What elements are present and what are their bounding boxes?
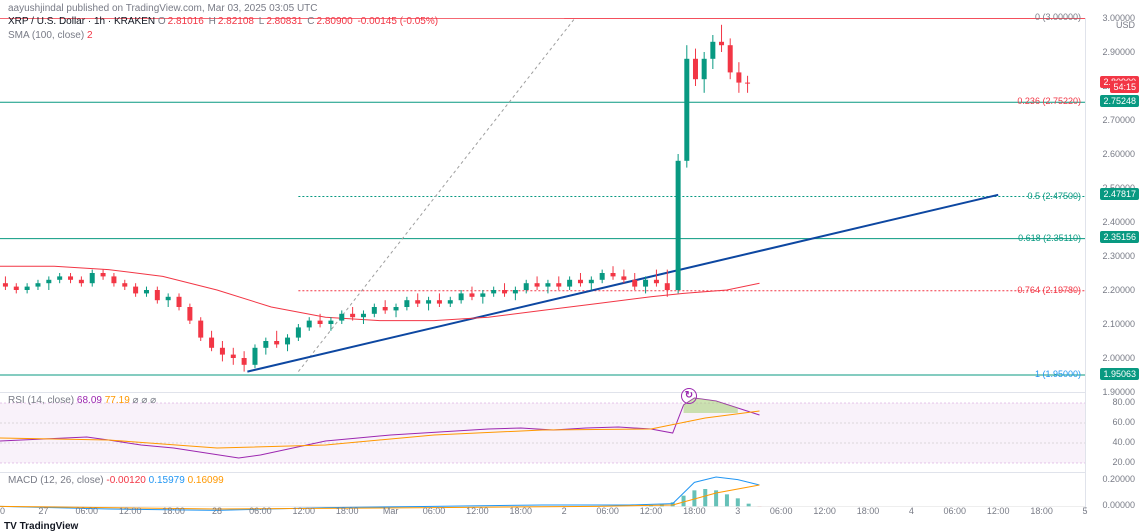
rsi-panel[interactable]: RSI (14, close) 68.09 77.19 ⌀ ⌀ ⌀ (0, 392, 1085, 472)
x-tick: 12:00 (119, 506, 142, 516)
main-price-chart[interactable] (0, 18, 1085, 392)
price-tag: 2.35156 (1100, 231, 1139, 243)
y-tick: 2.60000 (1102, 149, 1135, 159)
price-tag: 1.95063 (1100, 368, 1139, 380)
x-tick: 27 (38, 506, 48, 516)
fib-level-label: 0.5 (2.47500) (1027, 191, 1081, 201)
x-tick: 12:00 (987, 506, 1010, 516)
x-tick: 18:00 (336, 506, 359, 516)
x-tick: 06:00 (76, 506, 99, 516)
y-tick: 3.00000 (1102, 13, 1135, 23)
x-tick: 3 (735, 506, 740, 516)
rsi-y-tick: 20.00 (1112, 457, 1135, 467)
tradingview-logo[interactable]: TV TradingView (4, 521, 78, 532)
price-tag: 2.75248 (1100, 95, 1139, 107)
x-tick: 06:00 (423, 506, 446, 516)
y-tick: 2.00000 (1102, 353, 1135, 363)
rsi-y-tick: 40.00 (1112, 437, 1135, 447)
timestamp: Mar 03, 2025 03:05 UTC (207, 3, 317, 14)
publisher: aayushjindal (8, 3, 64, 14)
rsi-y-tick: 60.00 (1112, 417, 1135, 427)
x-tick: 06:00 (596, 506, 619, 516)
replay-icon[interactable]: ↻ (681, 388, 697, 404)
price-tag: 2.47817 (1100, 188, 1139, 200)
x-tick: 18:00 (162, 506, 185, 516)
x-tick: 18:00 (683, 506, 706, 516)
fib-level-label: 0 (3.00000) (1035, 12, 1081, 22)
chart-info-bar: XRP / U.S. Dollar · 1h · KRAKEN O2.81016… (8, 16, 440, 27)
exchange: KRAKEN (114, 16, 155, 27)
y-tick: 2.30000 (1102, 251, 1135, 261)
x-tick: 12:00 (640, 506, 663, 516)
ohlc: O2.81016 H2.82108 L2.80831 C2.80900 -0.0… (158, 16, 440, 27)
fib-level-label: 1 (1.95000) (1035, 369, 1081, 379)
y-tick: 1.90000 (1102, 387, 1135, 397)
x-tick: 18:00 (857, 506, 880, 516)
x-tick: 28 (212, 506, 222, 516)
y-tick: 2.20000 (1102, 285, 1135, 295)
x-tick: 18:00 (1030, 506, 1053, 516)
x-tick: 06:00 (944, 506, 967, 516)
x-tick: 12:00 (466, 506, 489, 516)
x-tick: Mar (383, 506, 399, 516)
y-tick: 2.90000 (1102, 47, 1135, 57)
x-tick: 06:00 (770, 506, 793, 516)
symbol: XRP / U.S. Dollar (8, 16, 85, 27)
price-tag: 54:15 (1110, 81, 1139, 93)
macd-y-tick: 0.00000 (1102, 500, 1135, 510)
x-tick: 12:00 (293, 506, 316, 516)
rsi-info: RSI (14, close) 68.09 77.19 ⌀ ⌀ ⌀ (8, 395, 156, 406)
x-tick: 4 (909, 506, 914, 516)
x-axis[interactable]: 00 27 06:00 12:00 18:00 28 06:00 12:00 18:00 Mar 0… (0, 506, 1085, 520)
x-tick: 00 (0, 506, 5, 516)
chart-header: aayushjindal published on TradingView.co… (0, 0, 1139, 17)
fib-level-label: 0.236 (2.75220) (1017, 96, 1081, 106)
fib-level-label: 0.764 (2.19780) (1017, 285, 1081, 295)
platform: TradingView.com (126, 3, 202, 14)
macd-y-tick: 0.20000 (1102, 474, 1135, 484)
x-tick: 06:00 (249, 506, 272, 516)
rsi-y-tick: 80.00 (1112, 397, 1135, 407)
x-tick: 2 (562, 506, 567, 516)
y-tick: 2.40000 (1102, 217, 1135, 227)
published-text: published on (66, 3, 123, 14)
y-tick: 2.70000 (1102, 115, 1135, 125)
x-tick: 5 (1082, 506, 1087, 516)
y-tick: 2.10000 (1102, 319, 1135, 329)
interval: 1h (94, 16, 105, 27)
fib-level-label: 0.618 (2.35110) (1018, 233, 1081, 243)
x-tick: 12:00 (813, 506, 836, 516)
y-axis[interactable]: USD 1.900002.000002.100002.200002.300002… (1085, 18, 1139, 512)
sma-info: SMA (100, close) 2 (8, 30, 93, 41)
macd-info: MACD (12, 26, close) -0.00120 0.15979 0.… (8, 475, 224, 486)
x-tick: 18:00 (510, 506, 533, 516)
